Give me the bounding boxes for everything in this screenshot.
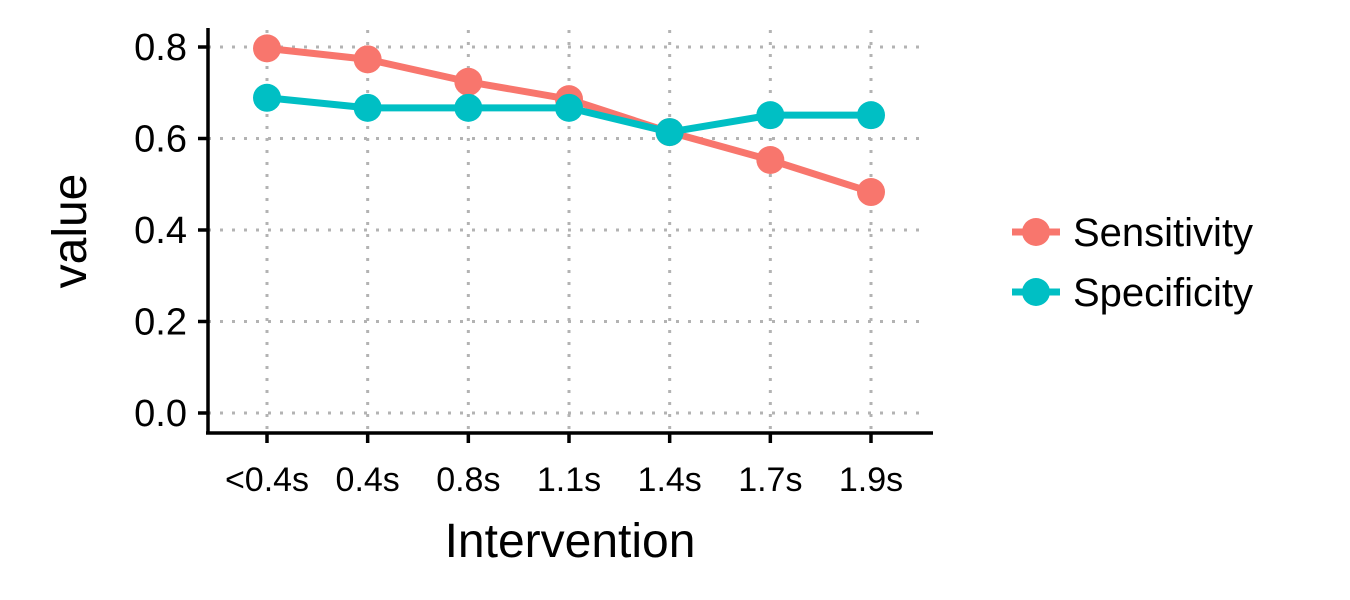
x-tick-label: 1.9s	[839, 461, 903, 499]
x-tick-label: 0.4s	[336, 461, 400, 499]
legend-item: Sensitivity	[1012, 211, 1253, 255]
x-tick-label: 1.4s	[638, 461, 702, 499]
data-point	[353, 45, 382, 74]
legend-item: Specificity	[1012, 271, 1253, 315]
legend-label: Sensitivity	[1073, 211, 1253, 255]
data-point	[756, 146, 785, 175]
y-axis-ticks: 0.0 0.2 0.4 0.6 0.8	[134, 27, 208, 435]
y-tick-label: 0.2	[134, 302, 187, 344]
data-point	[454, 67, 483, 96]
data-point	[454, 93, 483, 122]
x-tick-label: <0.4s	[225, 461, 309, 499]
legend: Sensitivity Specificity	[1012, 211, 1253, 315]
x-axis-title: Intervention	[445, 515, 696, 568]
data-point	[756, 101, 785, 130]
series	[253, 34, 885, 207]
x-tick-label: 1.7s	[738, 461, 802, 499]
legend-label: Specificity	[1073, 271, 1253, 315]
y-tick-label: 0.4	[134, 210, 187, 252]
x-tick-label: 1.1s	[537, 461, 601, 499]
x-tick-label: 0.8s	[436, 461, 500, 499]
data-point	[253, 83, 281, 112]
y-axis-title: value	[44, 174, 97, 289]
y-tick-label: 0.6	[134, 119, 187, 161]
data-point	[857, 178, 885, 207]
y-tick-label: 0.0	[134, 393, 187, 435]
data-point	[555, 93, 583, 122]
legend-marker	[1022, 218, 1050, 246]
data-point	[353, 93, 382, 122]
y-tick-label: 0.8	[134, 27, 187, 69]
legend-marker	[1022, 278, 1050, 306]
series-specificity	[253, 83, 885, 147]
data-point	[253, 34, 281, 63]
data-point	[655, 118, 684, 147]
data-point	[857, 101, 885, 130]
x-axis-ticks: <0.4s 0.4s 0.8s 1.1s 1.4s 1.7s 1.9s	[225, 433, 903, 499]
